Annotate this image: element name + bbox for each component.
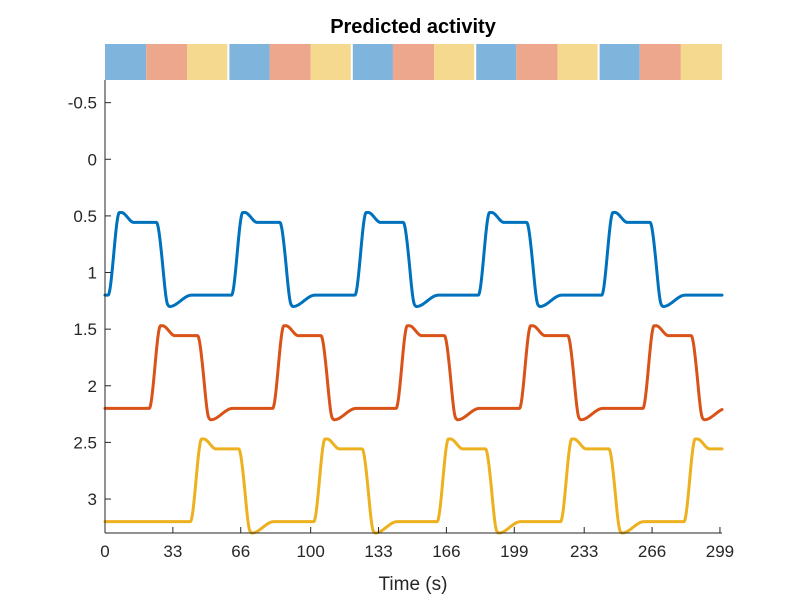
x-axis-title: Time (s) (379, 574, 448, 595)
condition-block (680, 44, 722, 80)
y-tick-label: 1 (88, 264, 97, 283)
x-tick-label: 166 (432, 542, 460, 561)
condition-block (557, 44, 599, 80)
x-tick-label: 199 (500, 542, 528, 561)
y-tick-label: 0.5 (73, 207, 97, 226)
y-tick-label: 1.5 (73, 320, 97, 339)
condition-block (351, 44, 393, 80)
condition-block (146, 44, 188, 80)
condition-block (269, 44, 311, 80)
x-tick-label: 133 (364, 542, 392, 561)
condition-block (105, 44, 147, 80)
y-tick-label: -0.5 (68, 94, 97, 113)
condition-bar (105, 44, 722, 80)
condition-block (639, 44, 681, 80)
y-tick-label: 3 (88, 490, 97, 509)
condition-block (228, 44, 270, 80)
x-tick-label: 100 (296, 542, 324, 561)
series-line-3 (103, 437, 724, 535)
condition-block (187, 44, 229, 80)
x-tick-label: 0 (100, 542, 109, 561)
x-tick-label: 66 (231, 542, 250, 561)
condition-block (392, 44, 435, 80)
x-tick-label: 266 (638, 542, 666, 561)
y-tick-label: 2.5 (73, 433, 97, 452)
y-tick-label: 0 (88, 150, 97, 169)
condition-block (516, 44, 558, 80)
condition-block (475, 44, 517, 80)
y-tick-label: 2 (88, 377, 97, 396)
x-tick-label: 233 (570, 542, 598, 561)
series-layer (103, 211, 724, 535)
series-line-1 (103, 211, 724, 308)
axes: 0 33 66 100 133 166 199 233 266 299 -0.5 0 0.5 1 1.5 2 2… (68, 80, 734, 561)
series-line-2 (103, 324, 724, 422)
x-tick-label: 33 (163, 542, 182, 561)
chart-title: Predicted activity (330, 16, 497, 38)
x-tick-label: 299 (706, 542, 734, 561)
condition-block (310, 44, 352, 80)
condition-block (434, 44, 476, 80)
condition-block (598, 44, 640, 80)
